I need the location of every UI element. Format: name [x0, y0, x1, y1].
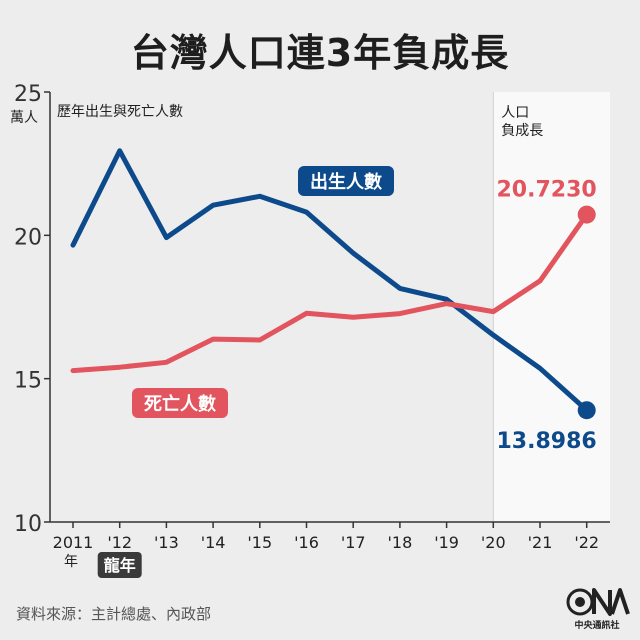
series-end-point-1	[577, 205, 596, 224]
x-tick-label: '20	[481, 533, 506, 552]
series-end-point-0	[577, 401, 596, 420]
x-first-suffix: 年	[64, 554, 78, 570]
x-tick-label: '12	[107, 533, 132, 552]
x-tick-label: '19	[434, 533, 459, 552]
chart-subtitle: 歷年出生與死亡人數	[57, 104, 183, 120]
series-badge-0	[298, 166, 394, 196]
y-unit-label: 萬人	[10, 110, 38, 126]
x-tick-label: '22	[574, 533, 599, 552]
end-value-label-0: 13.8986	[496, 429, 596, 454]
annotation-text: 龍年	[104, 556, 136, 575]
x-tick-label: 2011	[53, 533, 94, 552]
x-tick-label: '15	[247, 533, 272, 552]
y-tick-label: 25	[14, 82, 42, 107]
x-tick-label: '21	[528, 533, 553, 552]
source-note: 資料來源：主計總處、內政部	[16, 605, 212, 623]
x-tick-label: '17	[341, 533, 366, 552]
y-tick-label: 20	[14, 225, 42, 250]
shaded-region	[493, 92, 610, 522]
shaded-region-label: 人口	[501, 105, 529, 121]
series-badge-1	[132, 388, 228, 418]
y-tick-label: 15	[14, 369, 42, 394]
x-tick-label: '13	[154, 533, 179, 552]
cna-logo-icon	[566, 588, 630, 616]
series-name-0: 出生人數	[310, 171, 382, 193]
annotation-badge	[97, 552, 142, 578]
x-tick-label: '16	[294, 533, 319, 552]
shaded-region-label: 負成長	[501, 123, 543, 139]
end-value-label-1: 20.7230	[496, 178, 596, 203]
x-tick-label: '14	[201, 533, 226, 552]
series-name-1: 死亡人數	[144, 393, 216, 415]
chart-title: 台灣人口連3年負成長	[130, 31, 510, 75]
series-line-0	[70, 148, 590, 413]
y-tick-label: 10	[14, 512, 42, 537]
series-line-1	[70, 212, 590, 374]
logo-text: 中央通訊社	[574, 621, 620, 631]
x-tick-label: '18	[388, 533, 413, 552]
